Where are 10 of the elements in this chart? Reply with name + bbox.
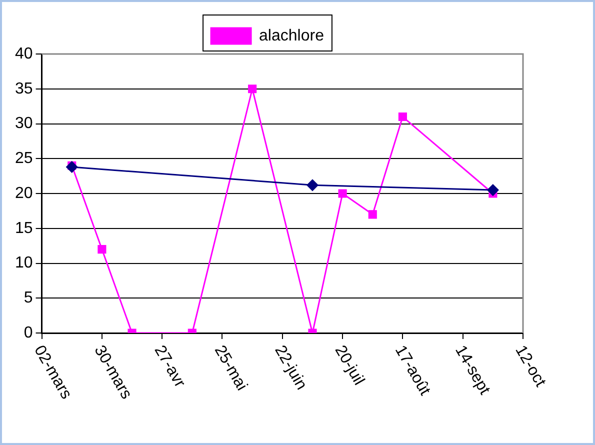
y-tick-label: 30 [15,115,33,132]
y-tick-label: 35 [15,80,33,98]
y-tick-label: 20 [15,184,33,202]
y-tick-label: 15 [15,220,33,237]
y-tick-label: 25 [15,150,33,168]
y-tick-label: 10 [15,254,33,272]
y-tick-label: 5 [24,290,33,307]
y-tick-label: 0 [24,324,33,342]
y-tick-label: 40 [15,45,33,62]
legend-label: alachlore [259,27,324,44]
